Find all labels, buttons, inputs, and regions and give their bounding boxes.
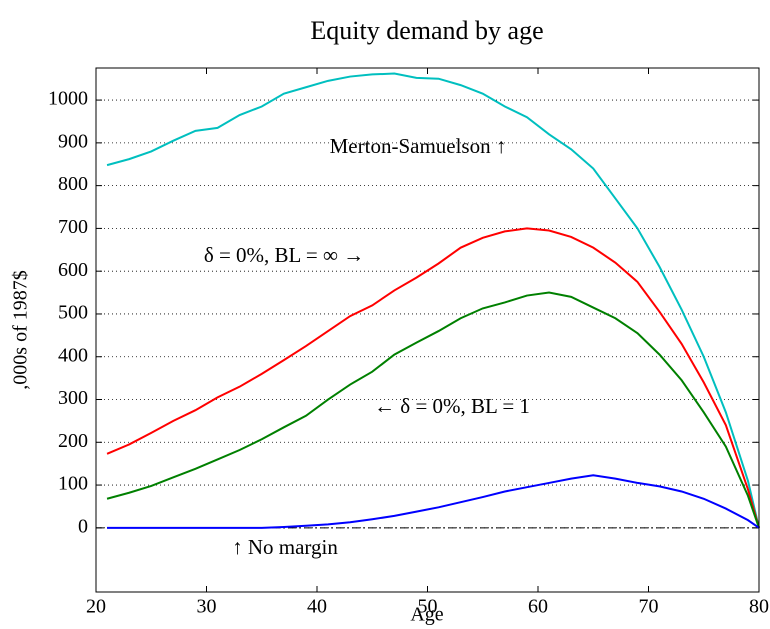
chart-title: Equity demand by age: [310, 16, 543, 45]
y-tick-label: 700: [58, 216, 88, 238]
x-tick-label: 40: [307, 596, 327, 618]
line-series: [106, 72, 760, 529]
x-tick-label: 30: [197, 596, 217, 618]
y-tick-label: 100: [58, 473, 88, 495]
y-tick-label: 1000: [48, 88, 88, 110]
x-tick-label: 80: [749, 596, 769, 618]
y-tick-label: 600: [58, 259, 88, 281]
plot-frame: [95, 67, 760, 593]
x-tick-label: 50: [418, 596, 438, 618]
line-series: [107, 474, 760, 529]
y-tick-label: 200: [58, 430, 88, 452]
annotation: ↑ No margin: [232, 535, 338, 559]
line-series: [106, 291, 760, 529]
y-tick-label: 500: [58, 302, 88, 324]
annotation: ← δ = 0%, BL = 1: [374, 394, 530, 418]
x-tick-label: 60: [528, 596, 548, 618]
annotation: δ = 0%, BL = ∞ →: [204, 243, 364, 267]
y-tick-label: 300: [58, 387, 88, 409]
y-tick-label: 400: [58, 344, 88, 366]
x-tick-label: 20: [86, 596, 106, 618]
x-tick-label: 70: [639, 596, 659, 618]
y-tick-label: 800: [58, 173, 88, 195]
y-tick-label: 900: [58, 130, 88, 152]
x-axis-label: Age: [410, 604, 443, 626]
annotation: Merton-Samuelson ↑: [330, 134, 507, 158]
y-tick-label: 0: [78, 515, 88, 537]
y-axis-label: ,000s of 1987$: [10, 270, 32, 389]
line-series: [106, 227, 760, 529]
